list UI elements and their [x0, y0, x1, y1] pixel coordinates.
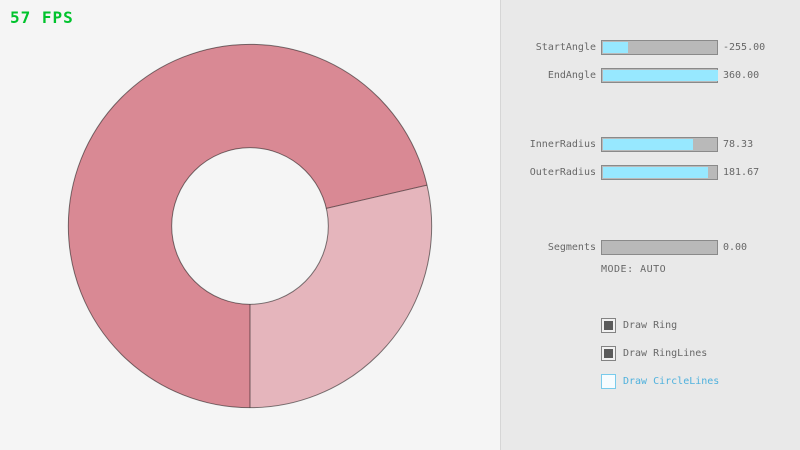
checkbox-row-draw-ring: Draw Ring — [501, 318, 800, 333]
start-angle-slider-fill — [603, 42, 629, 53]
outer-radius-value: 181.67 — [723, 167, 760, 178]
end-angle-value: 360.00 — [723, 70, 760, 81]
segments-slider[interactable] — [601, 240, 718, 255]
end-angle-label: EndAngle — [547, 70, 596, 81]
draw-ring-label: Draw Ring — [623, 320, 678, 331]
check-mark — [604, 349, 613, 358]
ring-sector-double-alpha — [68, 44, 428, 408]
checkbox-row-draw-ringlines: Draw RingLines — [501, 346, 800, 361]
outer-radius-slider[interactable] — [601, 165, 718, 180]
end-angle-slider-fill — [603, 70, 718, 81]
outer-radius-label: OuterRadius — [529, 167, 596, 178]
checkbox-row-draw-circlelines: Draw CircleLines — [501, 374, 800, 389]
draw-ringlines-label: Draw RingLines — [623, 348, 708, 359]
slider-row-end-angle: EndAngle 360.00 — [501, 68, 800, 83]
start-angle-slider[interactable] — [601, 40, 718, 55]
start-angle-label: StartAngle — [535, 42, 596, 53]
fps-counter: 57 FPS — [10, 8, 74, 27]
end-angle-slider[interactable] — [601, 68, 718, 83]
controls-panel: StartAngle -255.00 EndAngle 360.00 Inner… — [500, 0, 800, 450]
inner-radius-value: 78.33 — [723, 139, 754, 150]
ring-chart — [67, 43, 433, 409]
slider-row-segments: Segments 0.00 — [501, 240, 800, 255]
segments-value: 0.00 — [723, 242, 748, 253]
slider-row-outer-radius: OuterRadius 181.67 — [501, 165, 800, 180]
draw-circlelines-label: Draw CircleLines — [623, 376, 720, 387]
check-mark — [604, 321, 613, 330]
ring-sector-single-alpha — [250, 185, 432, 408]
inner-radius-slider-fill — [603, 139, 693, 150]
ring-boundary-line — [326, 184, 428, 209]
slider-row-start-angle: StartAngle -255.00 — [501, 40, 800, 55]
draw-circlelines-checkbox[interactable] — [601, 374, 616, 389]
start-angle-value: -255.00 — [723, 42, 766, 53]
slider-row-inner-radius: InnerRadius 78.33 — [501, 137, 800, 152]
draw-ring-checkbox[interactable] — [601, 318, 616, 333]
segments-mode-text: MODE: AUTO — [601, 264, 667, 275]
segments-label: Segments — [547, 242, 596, 253]
outer-radius-slider-fill — [603, 167, 708, 178]
inner-radius-slider[interactable] — [601, 137, 718, 152]
draw-ringlines-checkbox[interactable] — [601, 346, 616, 361]
ring-inner-outline — [171, 147, 329, 305]
inner-radius-label: InnerRadius — [529, 139, 596, 150]
